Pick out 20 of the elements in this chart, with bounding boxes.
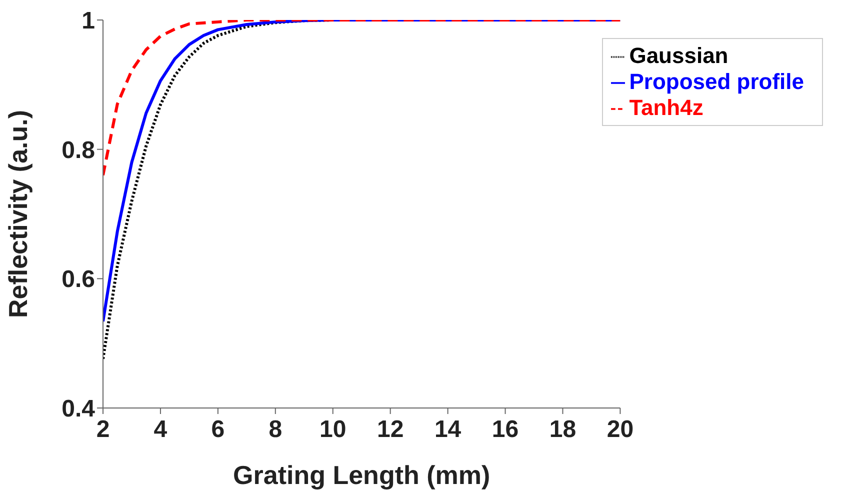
legend-label: Gaussian: [629, 43, 728, 68]
x-axis-title: Grating Length (mm): [233, 460, 490, 490]
line-series: [103, 20, 620, 177]
y-axis-title: Reflectivity (a.u.): [3, 110, 34, 318]
x-tick-label: 16: [492, 416, 519, 444]
y-tick-label: 0.8: [62, 136, 95, 164]
legend-label: Proposed profile: [629, 69, 804, 94]
x-tick-label: 2: [96, 416, 110, 444]
y-tick-label: 0.6: [62, 266, 95, 294]
x-tick-label: 12: [376, 416, 404, 444]
x-tick-label: 4: [154, 416, 168, 444]
x-tick-label: 6: [211, 416, 225, 444]
x-tick-label: 20: [606, 416, 634, 444]
x-tick-label: 14: [434, 416, 462, 444]
x-tick-label: 8: [268, 416, 282, 444]
y-tick-label: 1: [82, 8, 95, 35]
x-tick-label: 10: [320, 416, 346, 444]
y-tick-label: 0.4: [62, 396, 96, 423]
legend-label: Tanh4z: [629, 95, 704, 120]
x-tick-label: 18: [549, 416, 576, 444]
